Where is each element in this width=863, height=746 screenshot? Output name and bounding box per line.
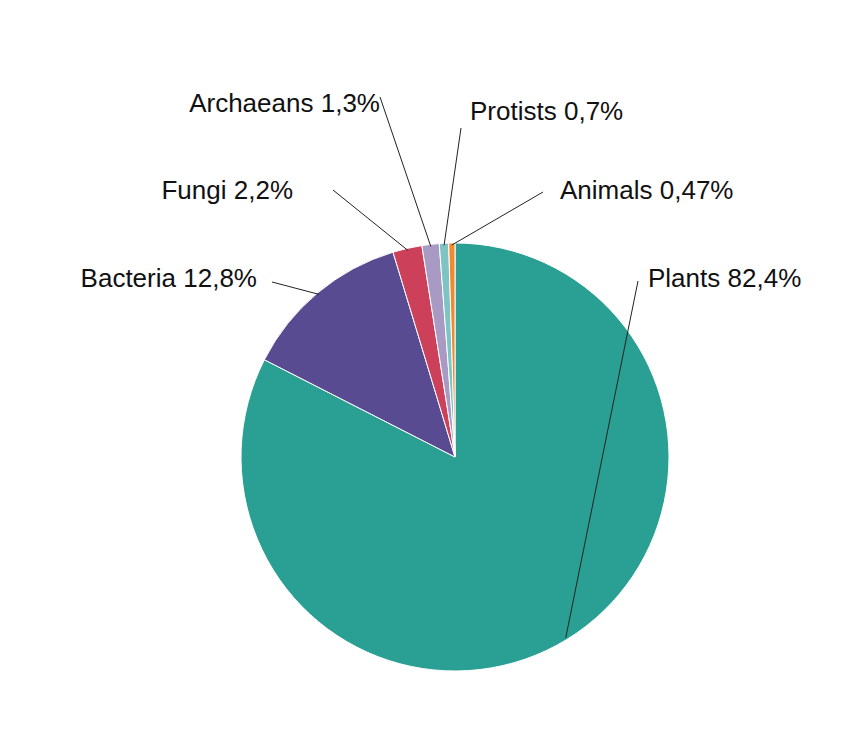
category-label: Animals [560, 175, 652, 205]
slice-label: Archaeans 1,3% [189, 88, 380, 118]
pie-slice [449, 243, 455, 457]
value-label: 1,3% [321, 88, 380, 118]
leader-line [380, 97, 431, 246]
value-label: 12,8% [183, 263, 257, 293]
slice-label: Plants 82,4% [648, 263, 801, 293]
pie-slice [439, 243, 455, 457]
category-label: Plants [648, 263, 720, 293]
category-label: Protists [470, 96, 557, 126]
pie-slice [422, 244, 455, 457]
leader-line [566, 281, 638, 638]
leader-line [333, 190, 408, 250]
slice-label: Protists0,7% [470, 96, 623, 126]
slice-label: Fungi 2,2% [161, 175, 293, 205]
pie-slice [241, 243, 669, 671]
labels: Plants 82,4% Bacteria12,8% Fungi 2,2% Archaea… [81, 88, 802, 638]
slice-label: Animals 0,47% [560, 175, 733, 205]
category-label: Fungi [161, 175, 226, 205]
slice-label: Bacteria12,8% [81, 263, 257, 293]
leader-line [452, 192, 543, 245]
value-label: 0,7% [564, 96, 623, 126]
category-label: Archaeans [189, 88, 313, 118]
value-label: 0,47% [660, 175, 734, 205]
chart: Plants 82,4% Bacteria12,8% Fungi 2,2% Archaea… [0, 0, 863, 746]
value-label: 2,2% [234, 175, 293, 205]
value-label: 82,4% [728, 263, 802, 293]
category-label: Bacteria [81, 263, 177, 293]
slices [241, 243, 669, 671]
leader-line [444, 128, 461, 245]
leader-line [272, 282, 319, 294]
